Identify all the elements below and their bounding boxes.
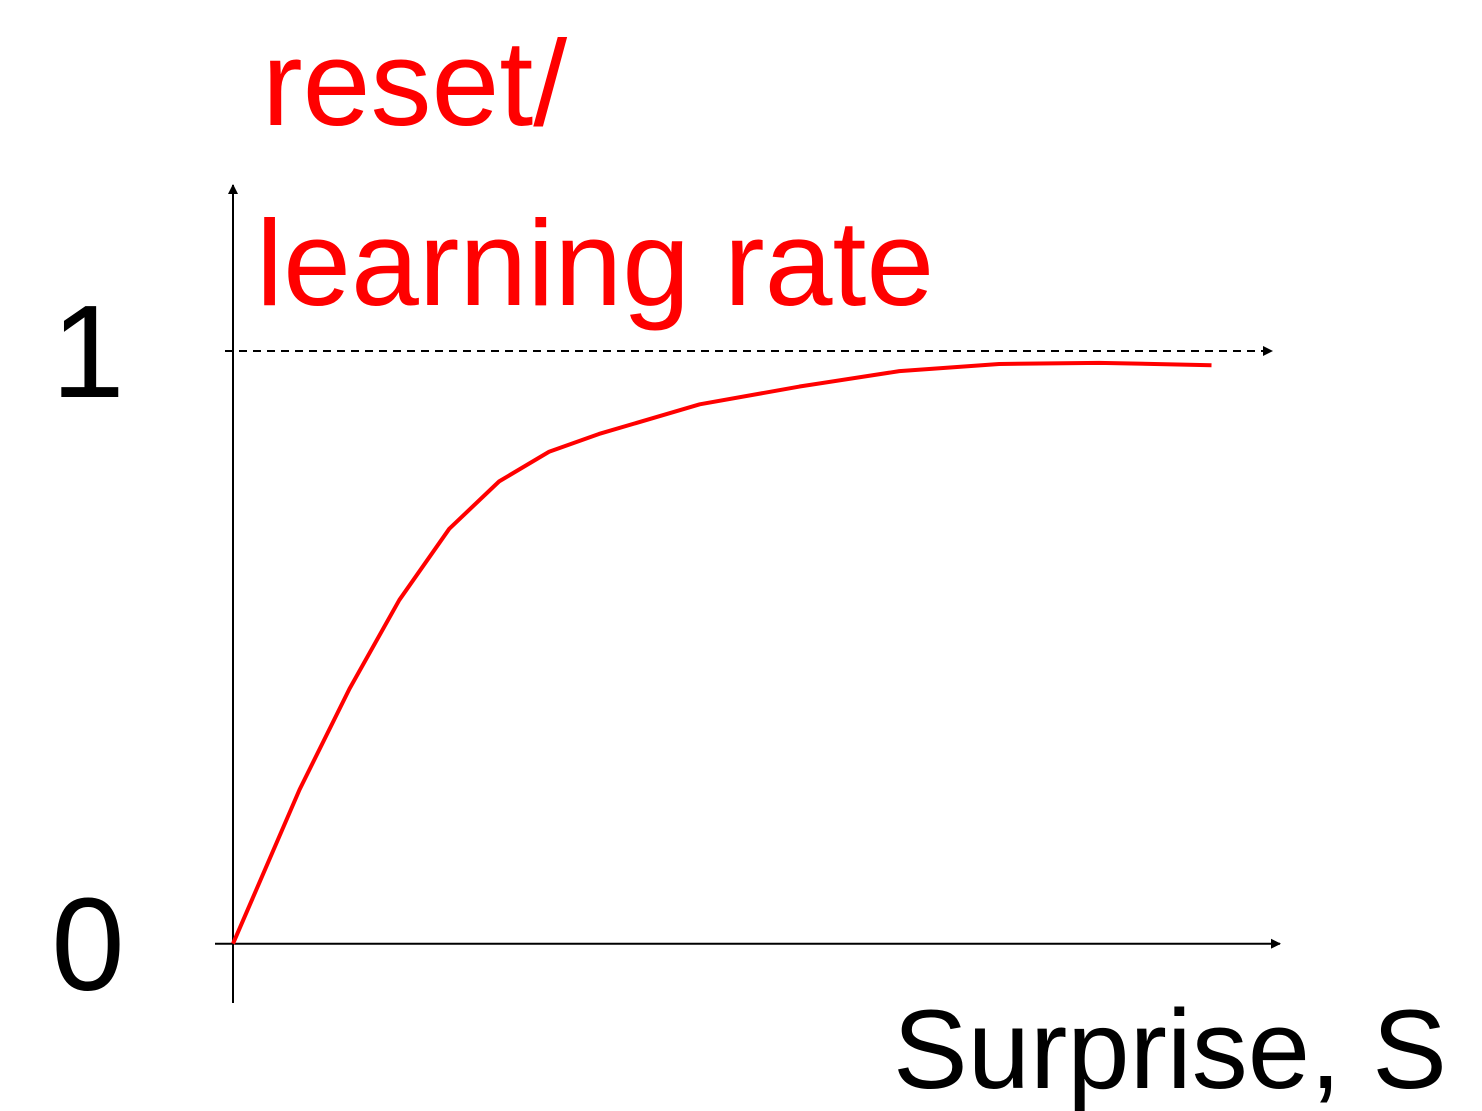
y-tick-label: 0 [51, 871, 124, 1018]
y-axis-label: learning rate [256, 195, 934, 331]
y-axis-label: reset/ [262, 15, 567, 151]
y-tick-label: 1 [51, 278, 124, 425]
x-axis-label: Surprise, S [893, 987, 1447, 1111]
line [231, 360, 1212, 945]
